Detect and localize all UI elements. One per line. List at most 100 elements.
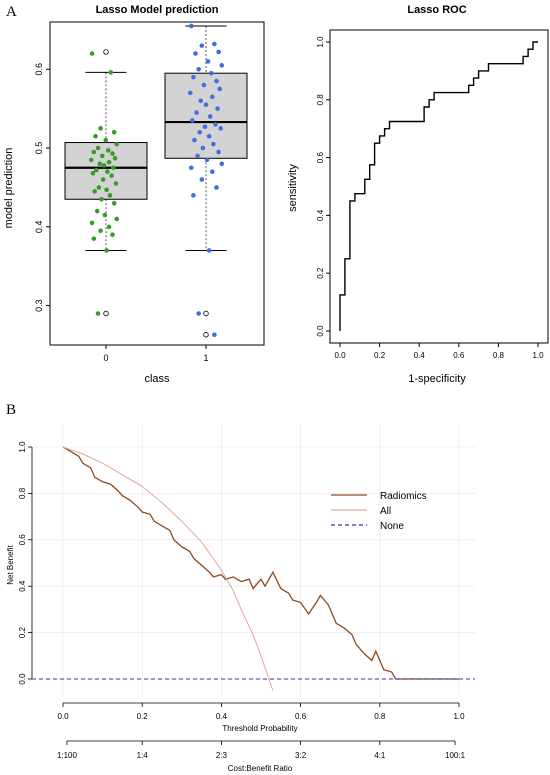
jitter-point <box>105 148 111 153</box>
jitter-point <box>219 161 225 167</box>
x-tick-label: 1 <box>203 353 208 363</box>
jitter-point <box>211 141 216 147</box>
y-tick-label: 0.2 <box>316 267 325 279</box>
roc-xlabel: 1-specificity <box>408 373 466 385</box>
jitter-point <box>197 129 202 135</box>
legend-label: Radiomics <box>380 491 427 502</box>
jitter-point <box>94 208 100 214</box>
jitter-point <box>105 169 110 174</box>
jitter-point <box>187 90 193 96</box>
jitter-point <box>212 41 217 47</box>
jitter-point <box>97 161 103 167</box>
jitter-point <box>93 133 98 139</box>
x-tick-label: 0.4 <box>216 712 228 721</box>
jitter-point <box>89 51 95 56</box>
x-tick-label: 0.2 <box>374 351 386 360</box>
jitter-point <box>102 212 108 218</box>
dca-secondary-xlabel: Cost:Benefit Ratio <box>228 764 293 773</box>
jitter-point <box>215 106 220 111</box>
jitter-point <box>204 157 210 163</box>
jitter-point <box>210 94 215 100</box>
jitter-point <box>99 196 104 202</box>
jitter-point <box>199 43 205 48</box>
jitter-point <box>111 165 116 171</box>
jitter-point <box>108 70 114 75</box>
jitter-point <box>109 173 114 178</box>
jitter-point <box>213 122 218 127</box>
jitter-point <box>95 311 101 316</box>
jitter-point <box>91 236 97 241</box>
y-tick-label: 1.0 <box>18 441 27 453</box>
legend-label: All <box>380 506 391 517</box>
jitter-point <box>214 78 219 84</box>
y-tick-label: 0.6 <box>34 63 44 76</box>
x-tick-label: 1.0 <box>453 712 465 721</box>
cost-benefit-tick-label: 3:2 <box>295 751 307 760</box>
x-tick-label: 0.0 <box>57 712 69 721</box>
jitter-point <box>95 145 101 151</box>
jitter-point <box>90 170 96 176</box>
y-tick-label: 0.2 <box>18 626 27 638</box>
jitter-point <box>202 124 208 130</box>
jitter-point <box>212 332 217 338</box>
jitter-point <box>104 248 109 253</box>
jitter-point <box>207 114 213 119</box>
jitter-point <box>189 165 194 171</box>
roc-frame <box>329 29 549 344</box>
jitter-point <box>89 220 95 226</box>
jitter-point <box>218 126 223 131</box>
jitter-point <box>190 118 195 123</box>
jitter-point <box>94 167 99 173</box>
roc-ylabel: sensitivity <box>287 164 299 212</box>
cost-benefit-tick-label: 1:100 <box>57 751 78 760</box>
jitter-point <box>195 153 200 159</box>
x-tick-label: 0.2 <box>137 712 149 721</box>
jitter-point <box>113 181 119 186</box>
roc-title: Lasso ROC <box>407 4 466 16</box>
x-tick-label: 0.8 <box>374 712 386 721</box>
jitter-point <box>192 137 197 143</box>
x-tick-label: 0.6 <box>295 712 307 721</box>
y-tick-label: 0.0 <box>18 673 27 685</box>
cost-benefit-tick-label: 1:4 <box>137 751 149 760</box>
y-tick-label: 0.6 <box>18 534 27 546</box>
jitter-point <box>203 102 209 108</box>
x-tick-label: 0.0 <box>334 351 346 360</box>
x-tick-label: 0 <box>103 353 108 363</box>
y-tick-label: 0.3 <box>34 299 44 312</box>
legend-label: None <box>380 521 404 532</box>
jitter-point <box>200 145 206 151</box>
box-plot-xlabel: class <box>144 373 170 385</box>
jitter-point <box>101 163 107 168</box>
jitter-point <box>206 248 212 253</box>
jitter-point <box>219 63 225 68</box>
jitter-point <box>206 133 212 139</box>
series-line-all <box>62 446 274 691</box>
roc-chart: Lasso ROC 1-specificity sensitivity 0.0 0… <box>287 4 549 385</box>
roc-curve-line <box>339 41 538 331</box>
y-tick-label: 0.6 <box>316 151 325 163</box>
jitter-point <box>100 153 105 159</box>
outlier-point <box>203 310 209 317</box>
y-tick-label: 1.0 <box>316 36 325 48</box>
jitter-point <box>91 149 97 155</box>
y-tick-label: 0.0 <box>316 325 325 337</box>
jitter-point <box>196 66 201 72</box>
dca-xlabel: Threshold Probability <box>222 724 297 733</box>
jitter-point <box>112 155 118 161</box>
box-plot-frame <box>49 21 265 346</box>
jitter-point <box>198 98 204 104</box>
jitter-point <box>98 228 103 234</box>
jitter-point <box>191 74 196 80</box>
box-plot-chart: Lasso Model prediction class model predi… <box>3 4 265 385</box>
jitter-point <box>210 169 215 174</box>
decision-curve-chart: Threshold Probability Cost:Benefit Ratio… <box>6 424 475 773</box>
jitter-point <box>114 141 120 147</box>
jitter-point <box>191 193 196 198</box>
jitter-point <box>216 49 221 55</box>
jitter-point <box>214 185 219 190</box>
y-tick-label: 0.4 <box>316 209 325 221</box>
jitter-point <box>96 185 102 190</box>
jitter-point <box>104 187 109 193</box>
jitter-point <box>106 159 112 165</box>
